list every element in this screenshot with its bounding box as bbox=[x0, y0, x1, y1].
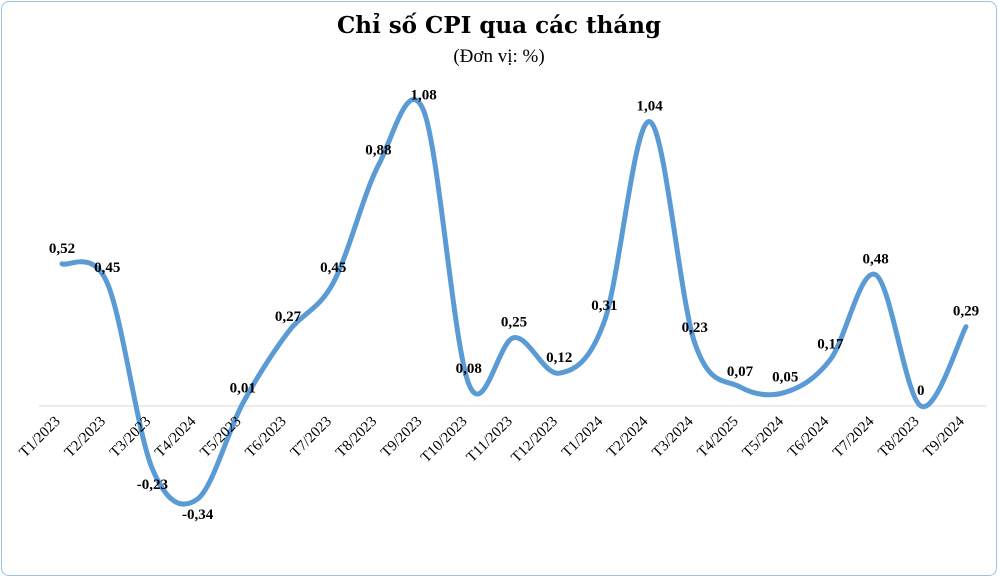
data-label: -0,34 bbox=[182, 507, 214, 523]
x-tick-label: T2/2023 bbox=[62, 414, 109, 461]
data-label: 0,12 bbox=[546, 350, 572, 366]
x-tick-label: T2/2024 bbox=[604, 413, 652, 461]
x-tick-label: T8/2023 bbox=[333, 414, 380, 461]
chart-subtitle: (Đơn vị: %) bbox=[453, 46, 545, 67]
data-label: 0,48 bbox=[862, 252, 888, 268]
x-tick-label: T1/2023 bbox=[17, 414, 64, 461]
x-tick-label: T10/2023 bbox=[418, 414, 471, 467]
x-tick-label: T5/2024 bbox=[740, 413, 788, 461]
data-label: 0,17 bbox=[817, 337, 844, 353]
data-label: 0,45 bbox=[94, 260, 120, 276]
x-tick-label: T6/2024 bbox=[785, 413, 833, 461]
data-label: 0,23 bbox=[682, 320, 708, 336]
data-label: 0,52 bbox=[49, 241, 75, 257]
chart-title: Chỉ số CPI qua các tháng bbox=[336, 12, 662, 39]
data-label: 0,45 bbox=[320, 260, 346, 276]
x-tick-label: T9/2024 bbox=[921, 413, 969, 461]
data-label: 1,04 bbox=[636, 99, 663, 115]
data-label: 0,31 bbox=[591, 298, 617, 314]
data-label: 0,05 bbox=[772, 369, 798, 385]
data-label: 0,08 bbox=[456, 361, 482, 377]
x-tick-label: T8/2023 bbox=[875, 414, 922, 461]
x-tick-label: T1/2024 bbox=[559, 413, 607, 461]
x-tick-label: T4/2024 bbox=[152, 413, 200, 461]
data-label: 1,08 bbox=[410, 88, 436, 104]
x-tick-label: T3/2024 bbox=[649, 413, 697, 461]
x-tick-label: T4/2025 bbox=[695, 414, 742, 461]
x-tick-label: T7/2024 bbox=[830, 413, 878, 461]
x-tick-label: T11/2023 bbox=[464, 414, 516, 466]
data-label: -0,23 bbox=[137, 477, 168, 493]
x-tick-labels: T1/2023T2/2023T3/2023T4/2024T5/2023T6/20… bbox=[17, 413, 969, 466]
x-tick-label: T6/2023 bbox=[243, 414, 290, 461]
data-label: 0,25 bbox=[501, 315, 527, 331]
x-tick-label: T12/2023 bbox=[508, 414, 561, 467]
data-label: 0,29 bbox=[953, 304, 979, 320]
data-label: 0,01 bbox=[230, 380, 256, 396]
data-labels: 0,52 0,45 -0,23 -0,34 0,01 0,27 0,45 0,88 1,08 0,… bbox=[49, 88, 979, 523]
x-tick-label: T7/2023 bbox=[288, 414, 335, 461]
cpi-series-line bbox=[59, 97, 969, 507]
data-label: 0 bbox=[917, 383, 925, 399]
data-label: 0,07 bbox=[727, 364, 754, 380]
data-label: 0,27 bbox=[275, 309, 302, 325]
data-label: 0,88 bbox=[365, 142, 391, 158]
